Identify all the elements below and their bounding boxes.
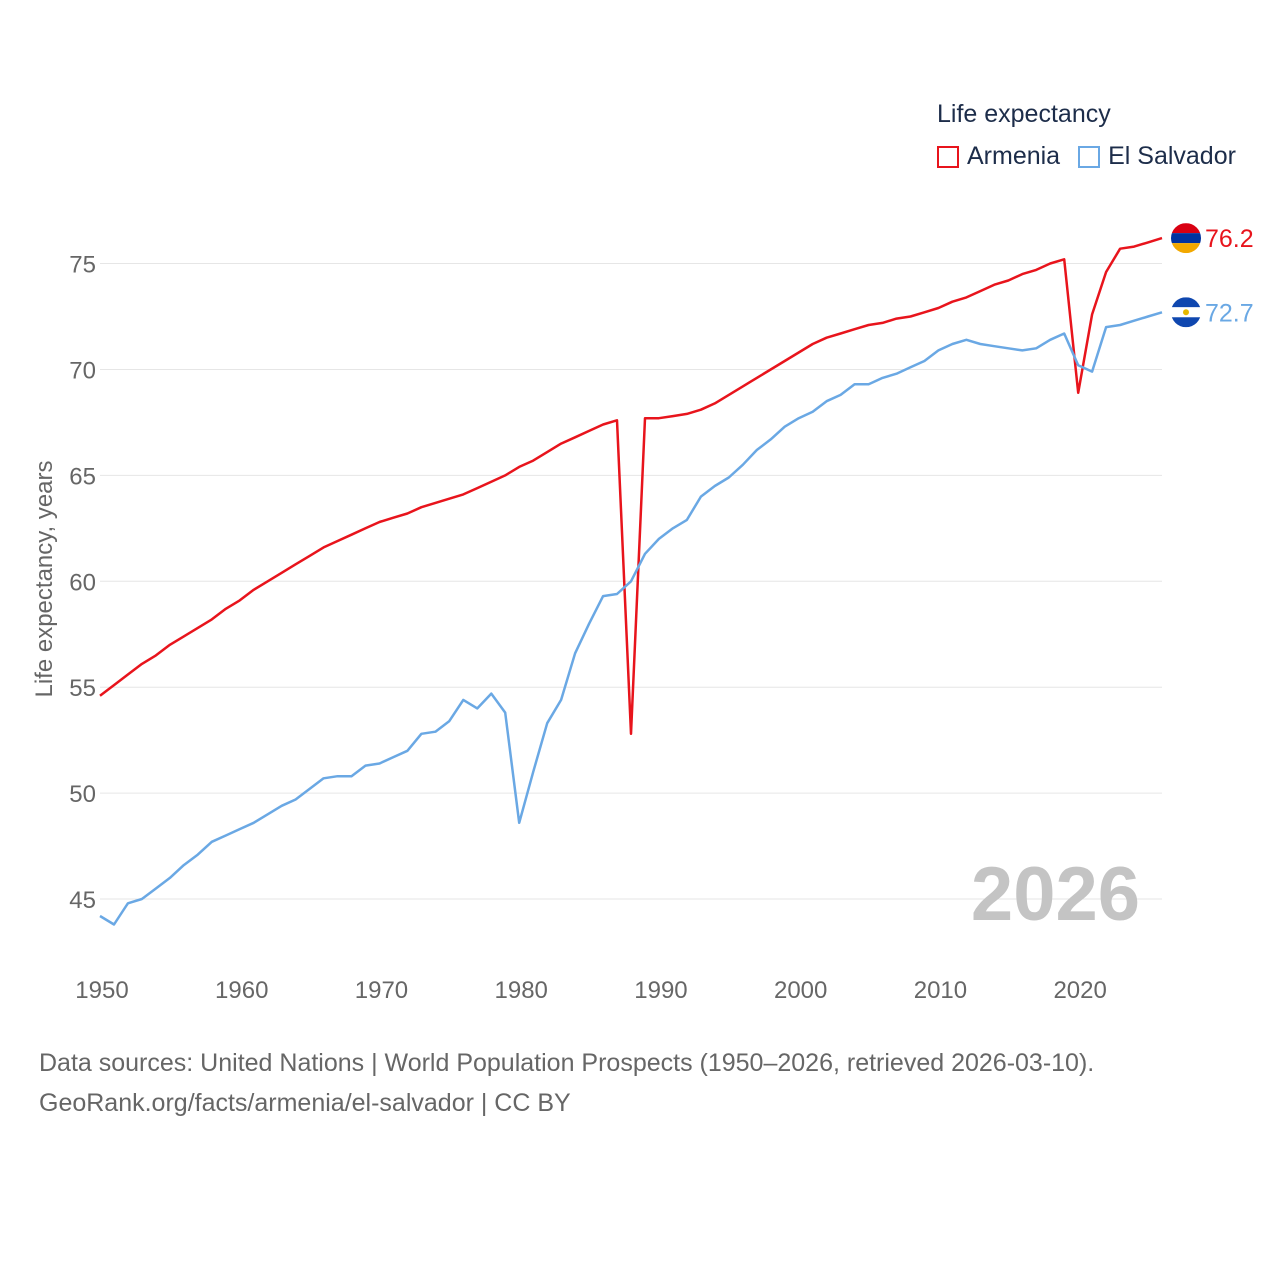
y-tick-label: 60 (69, 569, 96, 596)
x-tick-label: 2000 (774, 977, 827, 1004)
footer-sources: Data sources: United Nations | World Pop… (39, 1049, 1095, 1077)
legend-item-armenia[interactable]: Armenia (937, 142, 1060, 171)
x-tick-label: 1950 (75, 977, 128, 1004)
x-tick-label: 1990 (634, 977, 687, 1004)
y-tick-label: 50 (69, 781, 96, 808)
flag-icon-el-salvador (1171, 297, 1201, 328)
year-label: 2026 (971, 852, 1140, 937)
y-tick-label: 45 (69, 887, 96, 914)
y-tick-label: 65 (69, 463, 96, 490)
flag-icon-armenia (1171, 223, 1201, 254)
x-tick-label: 2020 (1053, 977, 1106, 1004)
y-axis-ticks: 45 50 55 60 65 70 75 (69, 252, 96, 914)
footer: Data sources: United Nations | World Pop… (39, 1043, 1094, 1123)
end-value-label-armenia: 76.2 (1205, 225, 1254, 253)
x-tick-label: 1980 (495, 977, 548, 1004)
series-end-markers: 76.2 72.7 (1171, 223, 1254, 328)
legend: Armenia El Salvador (937, 142, 1254, 171)
legend-item-el-salvador[interactable]: El Salvador (1078, 142, 1236, 171)
x-tick-label: 1970 (355, 977, 408, 1004)
x-axis-ticks: 1950 1960 1970 1980 1990 2000 2010 2020 (75, 977, 1107, 1004)
end-value-label-el-salvador: 72.7 (1205, 299, 1254, 327)
x-tick-label: 2010 (914, 977, 967, 1004)
series-lines (99, 236, 1163, 926)
series-line-el-salvador (99, 311, 1163, 926)
footer-link: GeoRank.org/facts/armenia/el-salvador | … (39, 1089, 571, 1117)
series-line-armenia (99, 236, 1163, 736)
legend-title: Life expectancy (937, 100, 1111, 128)
y-axis-label: Life expectancy, years (31, 460, 58, 697)
y-tick-label: 55 (69, 675, 96, 702)
legend-label-armenia: Armenia (967, 142, 1061, 170)
y-tick-label: 75 (69, 252, 96, 279)
legend-swatch-el-salvador (1078, 145, 1101, 168)
y-tick-label: 70 (69, 357, 96, 384)
grid-lines (100, 263, 1162, 900)
legend-label-el-salvador: El Salvador (1108, 142, 1236, 170)
x-tick-label: 1960 (215, 977, 268, 1004)
legend-swatch-armenia (937, 145, 959, 168)
